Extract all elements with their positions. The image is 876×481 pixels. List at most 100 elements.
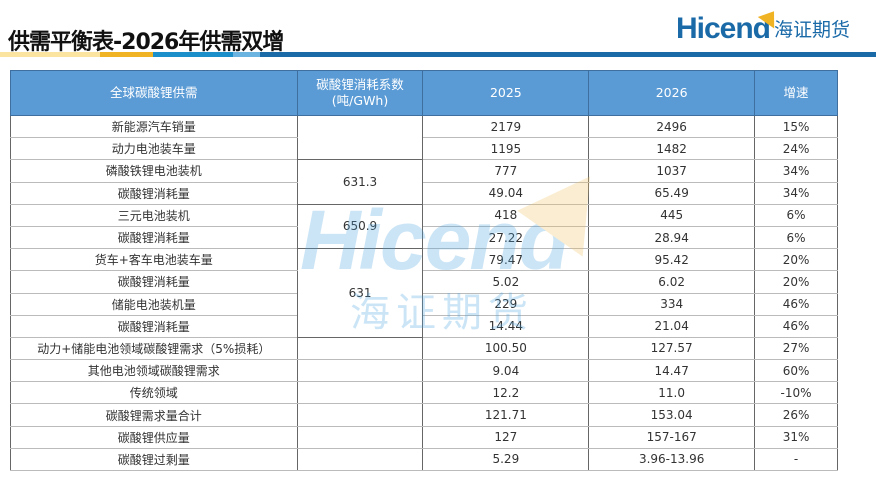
value-2025: 418 [422,203,590,227]
growth-rate: 24% [754,137,838,161]
consumption-coefficient [296,403,424,427]
stripe-divider [100,52,153,57]
consumption-coefficient: 650.9 [296,203,424,250]
value-2026: 127.57 [588,336,756,361]
table-row: 碳酸锂过剩量 5.29 3.96-13.96- [10,447,838,472]
growth-rate: 6% [754,225,838,250]
value-2025: 14.44 [422,314,590,338]
table-row: 其他电池领域碳酸锂需求 9.04 14.47 60% [10,359,838,383]
value-2025: 12.2 [422,381,590,405]
value-2026: 1482 [588,137,756,161]
row-label: 碳酸锂过剩量 [10,447,298,472]
value-2025: 1195 [422,137,590,161]
table-row: 动力电池装车量 1195 1482 24% [10,137,838,161]
table-row: 新能源汽车销量 2179 2496 15% [10,114,838,161]
value-2026: 3.96-13.96 [588,447,756,472]
row-label: 磷酸铁锂电池装机 [10,159,298,183]
table-row: 碳酸锂消耗量 14.44 21.04 46% [10,314,838,338]
value-2025: 229 [422,292,590,316]
table-row: 传统领域 12.2 11.0 -10% [10,381,838,405]
growth-rate: 15% [754,114,838,139]
growth-rate: 6% [754,203,838,227]
value-2025: 49.04 [422,181,590,205]
row-label: 其他电池领域碳酸锂需求 [10,359,298,383]
value-2025: 100.50 [422,336,590,361]
value-2026: 6.02 [588,270,756,294]
row-label: 新能源汽车销量 [10,114,298,139]
growth-rate: 46% [754,314,838,338]
table-row: 磷酸铁锂电池装机 631.3 777 1037 34% [10,159,838,205]
consumption-coefficient: 631.3 [296,159,424,205]
row-label: 三元电池装机 [10,203,298,227]
row-label: 碳酸锂消耗量 [10,270,298,294]
value-2026: 28.94 [588,225,756,250]
row-label: 传统领域 [10,381,298,405]
table-row: 碳酸锂消耗量 5.02 6.02 20% [10,270,838,294]
stripe-divider [233,52,260,57]
row-label: 碳酸锂消耗量 [10,314,298,338]
row-label: 碳酸锂消耗量 [10,181,298,205]
value-2026: 2496 [588,114,756,139]
value-2026: 21.04 [588,314,756,338]
growth-rate: 20% [754,270,838,294]
value-2025: 5.29 [422,447,590,472]
value-2025: 79.47 [422,248,590,272]
table-row: 碳酸锂供应量 127 157-167 31% [10,425,838,449]
row-label: 碳酸锂消耗量 [10,225,298,250]
growth-rate: 31% [754,425,838,449]
row-label: 货车+客车电池装车量 [10,248,298,272]
page-title: 供需平衡表-2026年供需双增 [8,30,284,55]
consumption-coefficient [296,381,424,405]
value-2025: 2179 [422,114,590,139]
row-label: 碳酸锂需求量合计 [10,403,298,427]
value-2025: 27.22 [422,225,590,250]
table-row: 碳酸锂消耗量 49.04 65.49 34% [10,181,838,205]
table-row: 储能电池装机量 229 334 46% [10,292,838,316]
value-2026: 95.42 [588,248,756,272]
column-header: 全球碳酸锂供需 [10,70,298,116]
value-2026: 445 [588,203,756,227]
value-2025: 9.04 [422,359,590,383]
value-2026: 1037 [588,159,756,183]
value-2026: 157-167 [588,425,756,449]
row-label: 动力电池装车量 [10,137,298,161]
value-2026: 11.0 [588,381,756,405]
table-row: 动力+储能电池领域碳酸锂需求（5%损耗） 100.50 127.57 27% [10,336,838,361]
stripe-divider [0,52,100,57]
growth-rate: 20% [754,248,838,272]
growth-rate: -10% [754,381,838,405]
table-row: 货车+客车电池装车量 631 79.47 95.42 20% [10,248,838,338]
growth-rate: 26% [754,403,838,427]
row-label: 动力+储能电池领域碳酸锂需求（5%损耗） [10,336,298,361]
table-row: 三元电池装机 650.9 418 445 6% [10,203,838,250]
value-2026: 334 [588,292,756,316]
value-2026: 65.49 [588,181,756,205]
growth-rate: 34% [754,159,838,183]
growth-rate: 27% [754,336,838,361]
consumption-coefficient: 631 [296,248,424,338]
stripe-divider [153,52,233,57]
row-label: 碳酸锂供应量 [10,425,298,449]
column-header: 碳酸锂消耗系数 (吨/GWh) [296,70,424,116]
logo-text-en: Hicend [675,12,771,45]
growth-rate: - [754,447,838,472]
table-row: 碳酸锂需求量合计 121.71 153.04 26% [10,403,838,427]
value-2025: 127 [422,425,590,449]
hicend-logo: Hicend 海证期货 [675,5,850,46]
consumption-coefficient [296,114,424,161]
consumption-coefficient [296,425,424,449]
supply-demand-table: 全球碳酸锂供需 碳酸锂消耗系数 (吨/GWh) 2025 2026 增速 新能源汽车销量… [10,70,838,472]
value-2025: 5.02 [422,270,590,294]
value-2025: 121.71 [422,403,590,427]
value-2025: 777 [422,159,590,183]
logo-text-cn: 海证期货 [773,19,850,41]
consumption-coefficient [296,359,424,383]
consumption-coefficient [296,336,424,361]
table-row: 碳酸锂消耗量 27.22 28.94 6% [10,225,838,250]
column-header: 2025 [422,70,590,116]
growth-rate: 46% [754,292,838,316]
value-2026: 14.47 [588,359,756,383]
value-2026: 153.04 [588,403,756,427]
column-header: 2026 [588,70,756,116]
row-label: 储能电池装机量 [10,292,298,316]
